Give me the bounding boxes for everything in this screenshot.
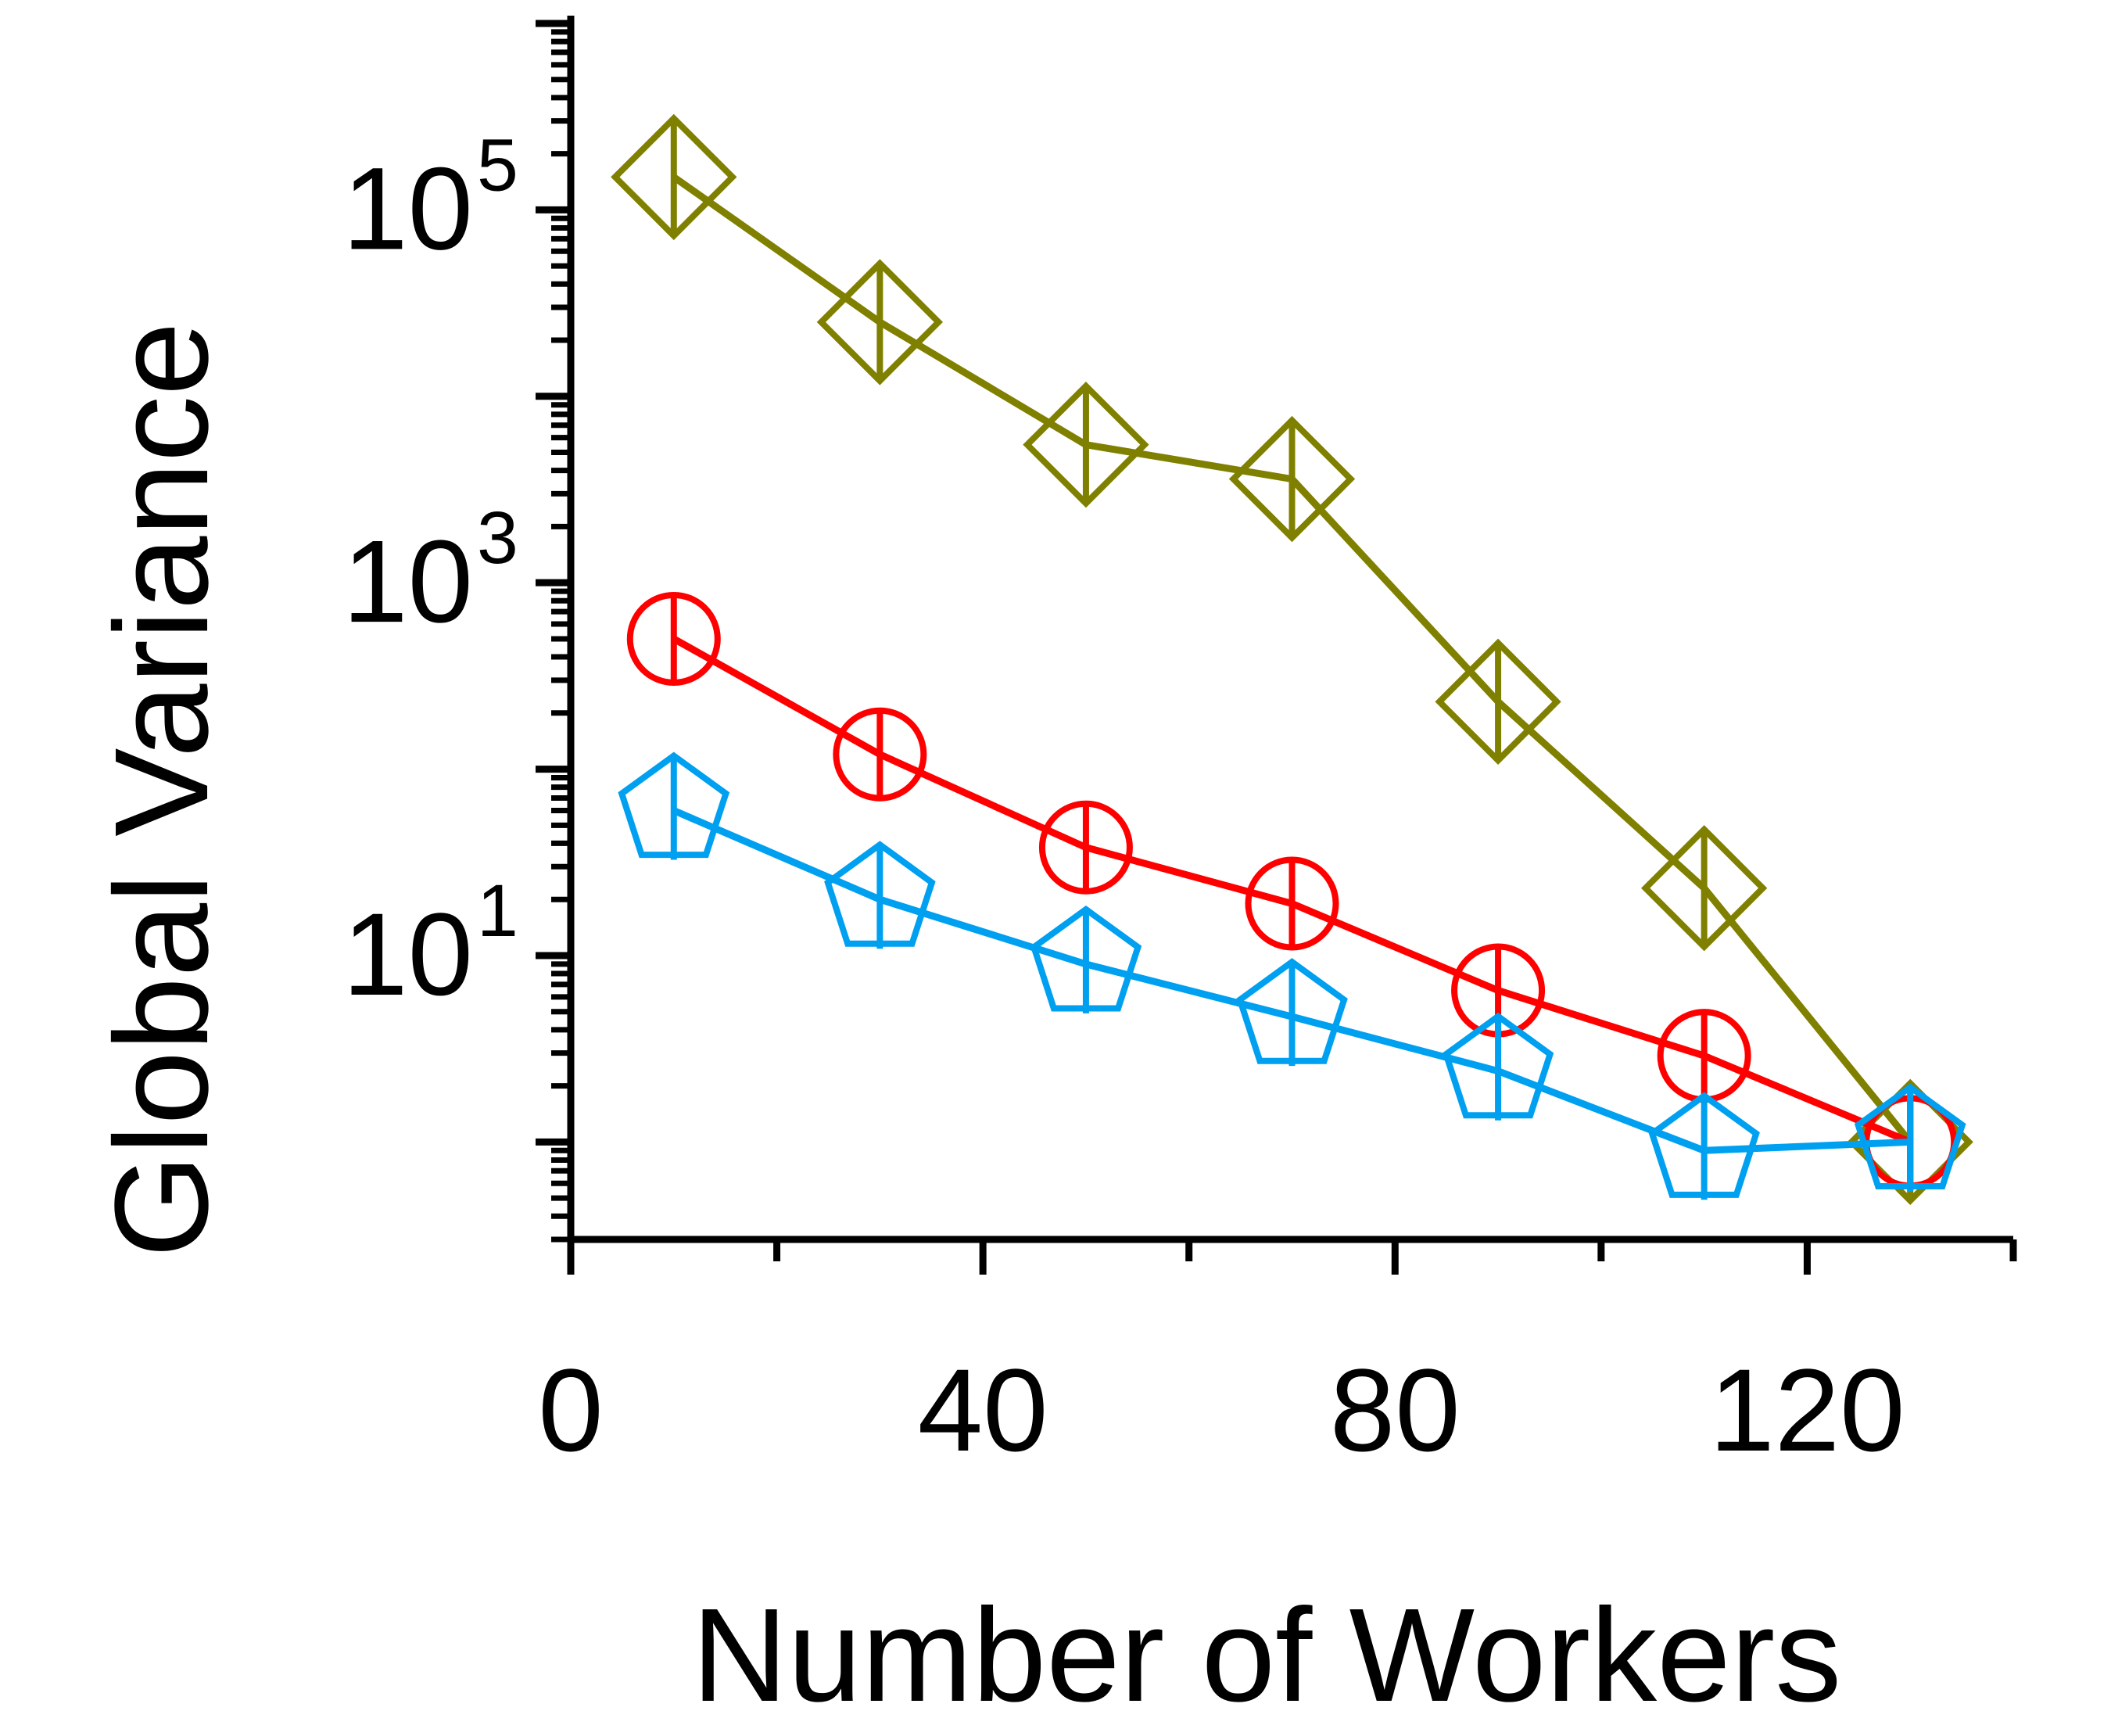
data-point bbox=[1657, 1009, 1751, 1103]
y-tick-exponent: 5 bbox=[477, 124, 518, 206]
x-tick-label: 40 bbox=[918, 1344, 1048, 1476]
y-tick-label: 10 bbox=[342, 888, 473, 1020]
data-point bbox=[1442, 1012, 1554, 1121]
x-tick-label: 80 bbox=[1330, 1344, 1460, 1476]
data-point bbox=[618, 751, 730, 860]
x-tick-label: 120 bbox=[1709, 1344, 1905, 1476]
data-point bbox=[1854, 1083, 1966, 1192]
data-point bbox=[1236, 958, 1348, 1067]
data-point bbox=[1435, 638, 1561, 765]
y-tick-label: 10 bbox=[342, 142, 473, 274]
data-point bbox=[833, 707, 927, 802]
data-point bbox=[1640, 825, 1768, 952]
data-point bbox=[1245, 856, 1339, 951]
data-point bbox=[611, 113, 737, 241]
y-tick-exponent: 1 bbox=[477, 870, 518, 952]
y-tick-exponent: 3 bbox=[477, 497, 518, 579]
data-point bbox=[1038, 800, 1133, 895]
data-point bbox=[626, 591, 721, 686]
data-point bbox=[816, 259, 944, 386]
y-tick-label: 10 bbox=[342, 515, 473, 647]
data-point bbox=[1023, 382, 1149, 508]
series-diamond bbox=[611, 113, 1973, 1206]
x-axis-title: Number of Workers bbox=[692, 1581, 1842, 1730]
series-layer bbox=[611, 113, 1973, 1206]
x-tick-label: 0 bbox=[538, 1344, 603, 1476]
series-pentagon bbox=[618, 751, 1966, 1200]
data-point bbox=[1648, 1092, 1760, 1200]
data-point bbox=[1228, 415, 1356, 543]
y-axis-title: Global Variance bbox=[88, 322, 236, 1258]
data-point bbox=[1030, 905, 1142, 1013]
data-point bbox=[824, 841, 936, 949]
